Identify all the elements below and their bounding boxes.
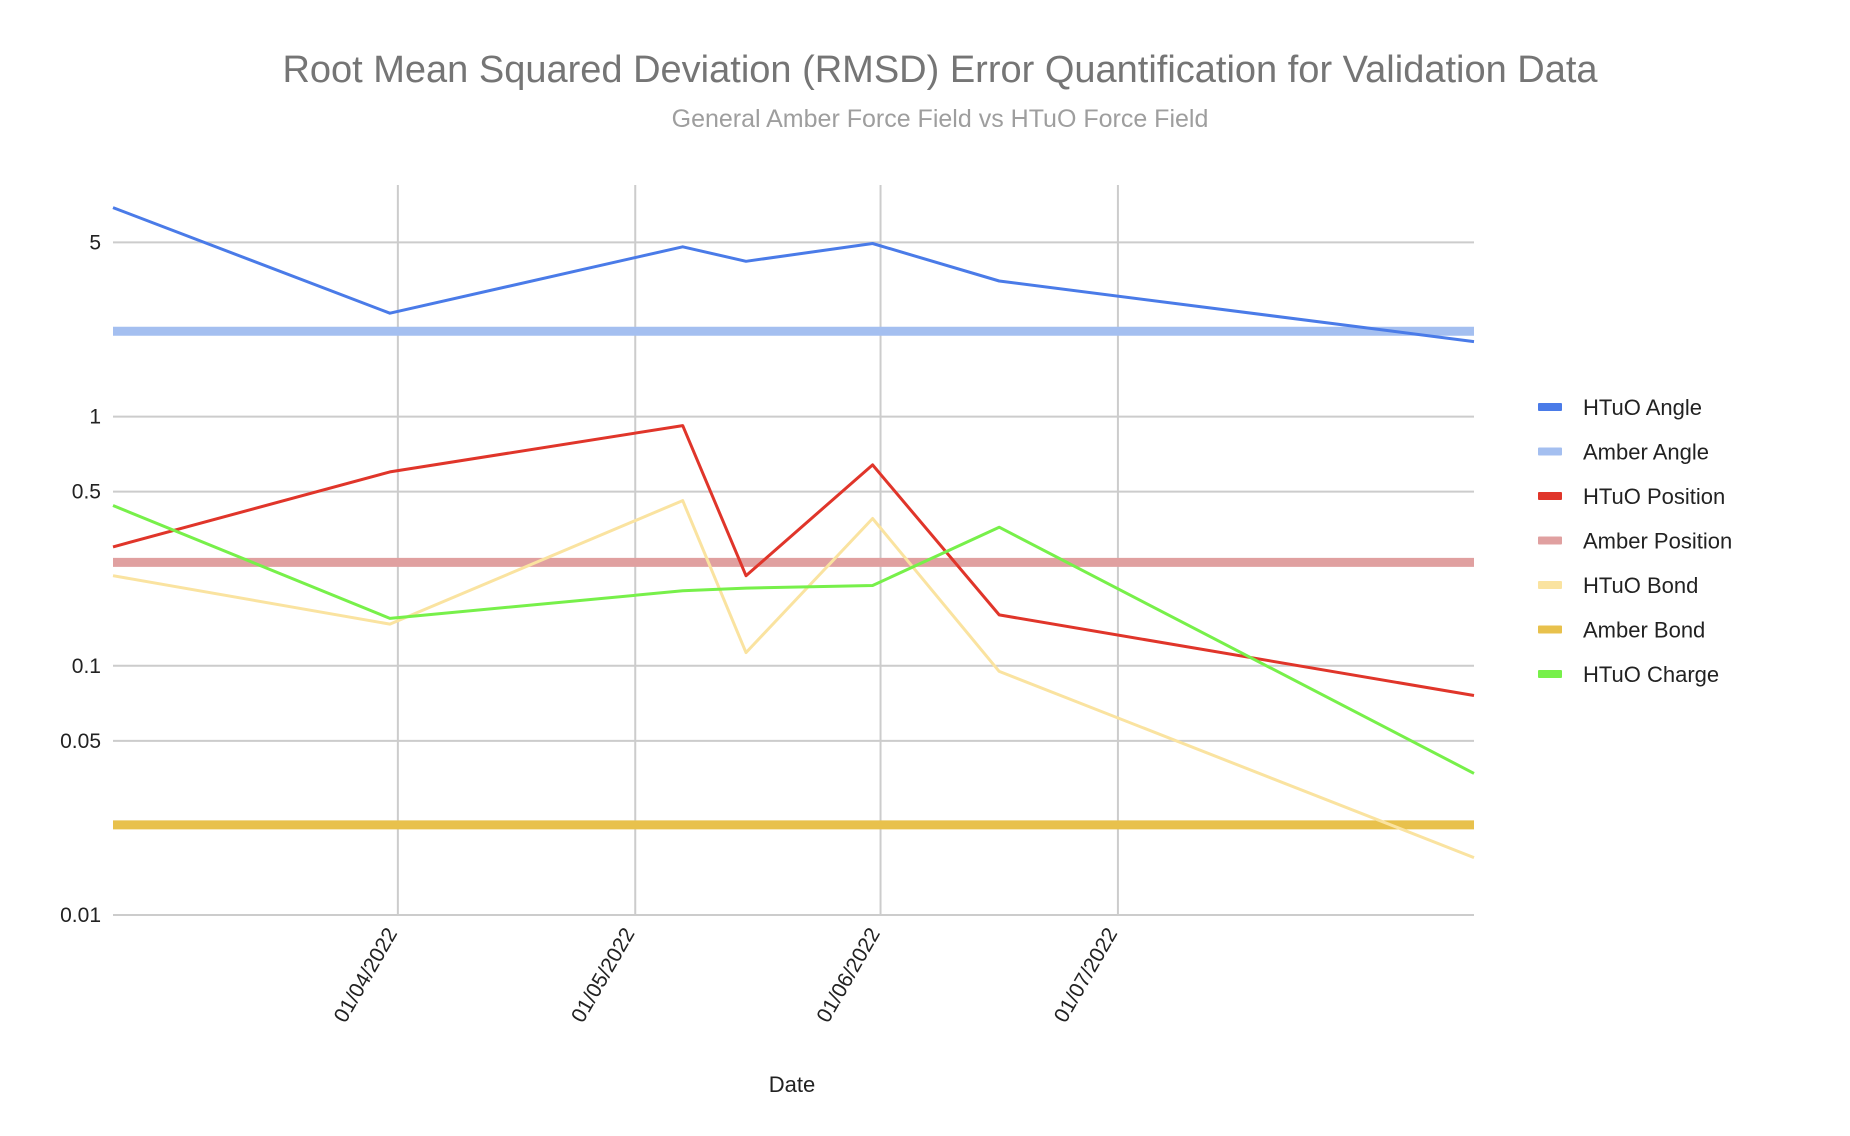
- x-axis-ticks: 01/04/2022 01/05/2022 01/06/2022 01/07/2022: [330, 924, 1123, 1027]
- legend-label: Amber Bond: [1583, 618, 1705, 643]
- y-tick-label: 0.5: [72, 481, 101, 504]
- y-axis-ticks: 0.01 0.05 0.1 0.5 1 5: [60, 231, 101, 927]
- legend-label: Amber Angle: [1583, 440, 1709, 465]
- x-tick-label: 01/06/2022: [812, 924, 884, 1027]
- legend-label: Amber Position: [1583, 529, 1732, 554]
- series-layer: [112, 206, 1475, 859]
- x-tick-label: 01/05/2022: [567, 924, 639, 1027]
- series-line-htuo-charge: [112, 504, 1475, 775]
- legend-swatch: [1538, 625, 1562, 634]
- legend-swatch: [1538, 492, 1562, 500]
- x-tick-label: 01/04/2022: [330, 924, 402, 1027]
- y-tick-label: 0.05: [60, 730, 101, 753]
- legend-swatch: [1538, 536, 1562, 545]
- legend-label: HTuO Angle: [1583, 395, 1702, 420]
- legend-label: HTuO Position: [1583, 484, 1725, 509]
- chart-subtitle: General Amber Force Field vs HTuO Force …: [672, 105, 1209, 133]
- x-axis-label: Date: [769, 1072, 815, 1097]
- legend-label: HTuO Bond: [1583, 573, 1698, 598]
- legend-swatch: [1538, 447, 1562, 456]
- x-tick-label: 01/07/2022: [1050, 924, 1122, 1027]
- series-line-htuo-position: [112, 424, 1475, 697]
- series-line-htuo-bond: [112, 499, 1475, 859]
- legend-label: HTuO Charge: [1583, 662, 1719, 687]
- y-tick-label: 0.01: [60, 904, 101, 927]
- legend-swatch: [1538, 581, 1562, 589]
- legend-swatch: [1538, 403, 1562, 411]
- y-tick-label: 0.1: [72, 655, 101, 678]
- y-tick-label: 1: [89, 406, 101, 429]
- legend: HTuO Angle Amber Angle HTuO Position Amber …: [1538, 395, 1732, 687]
- legend-swatch: [1538, 670, 1562, 678]
- grid-layer: [113, 185, 1474, 916]
- series-line-htuo-angle: [112, 206, 1475, 344]
- chart-title: Root Mean Squared Deviation (RMSD) Error…: [282, 49, 1598, 91]
- y-tick-label: 5: [89, 231, 101, 254]
